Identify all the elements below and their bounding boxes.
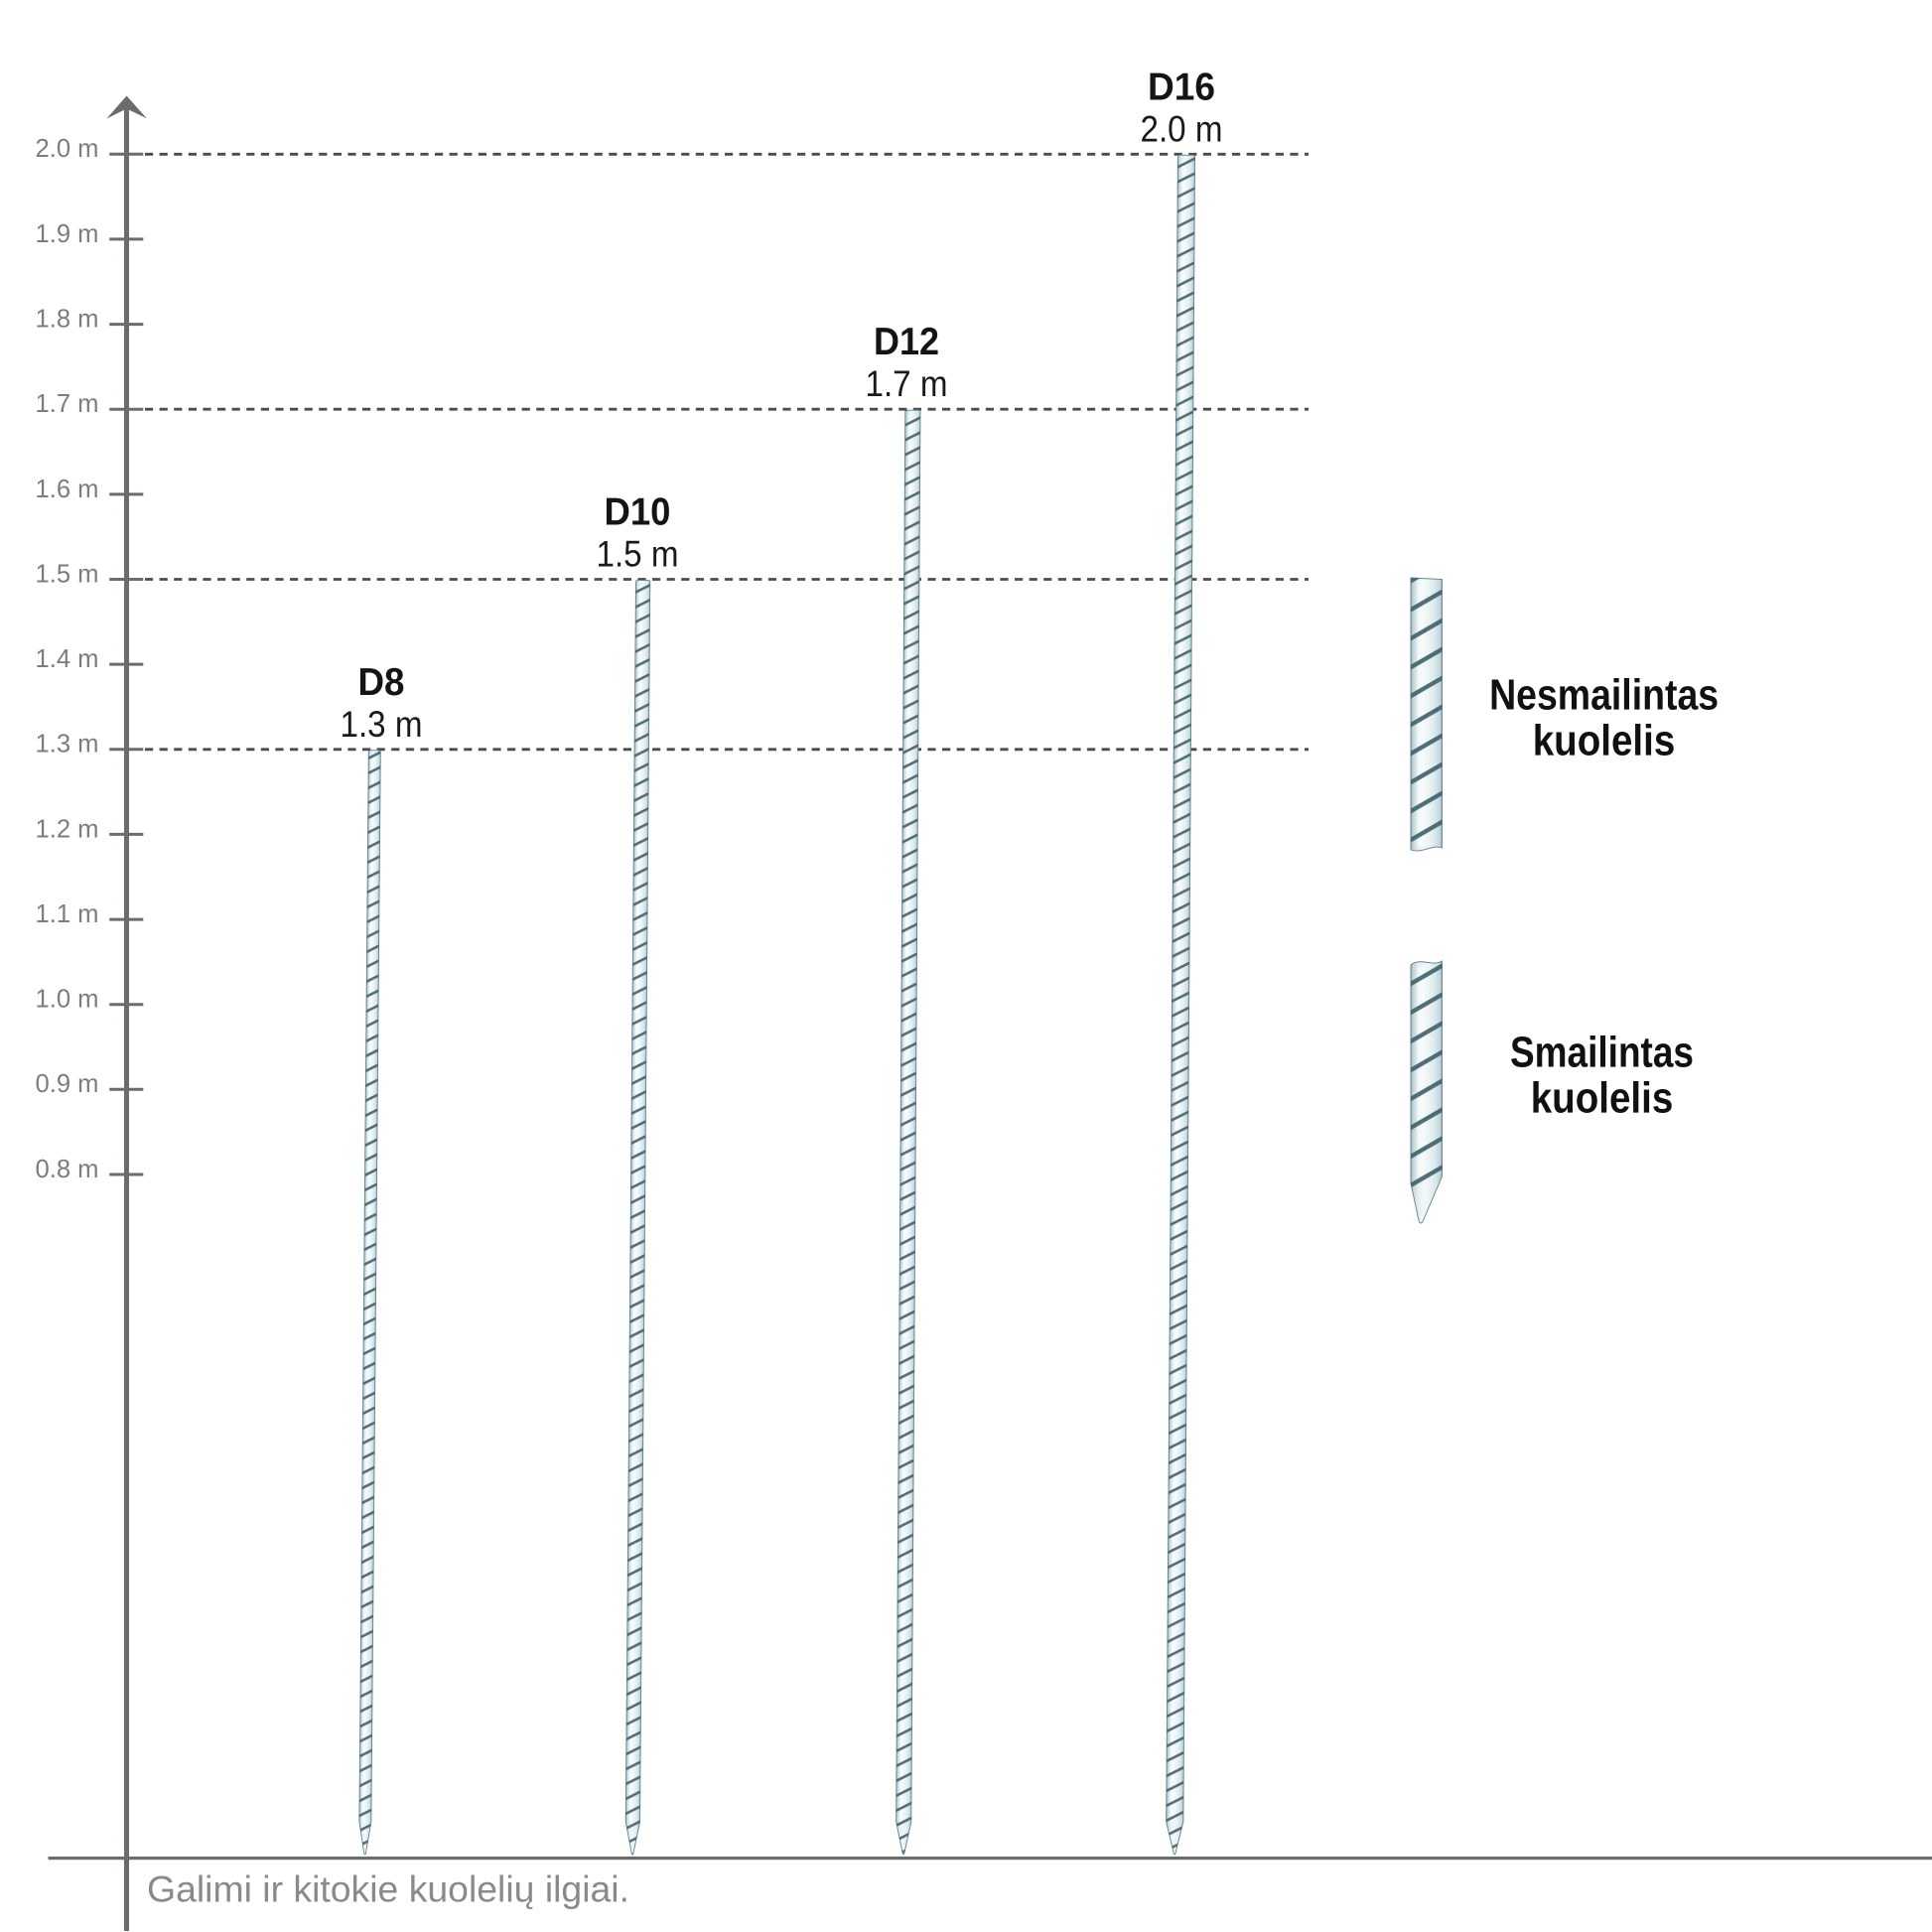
svg-text:kuolelis: kuolelis	[1533, 717, 1676, 765]
svg-text:1.2 m: 1.2 m	[36, 813, 99, 843]
svg-text:1.3 m: 1.3 m	[36, 729, 99, 759]
svg-text:1.3 m: 1.3 m	[341, 703, 423, 745]
svg-text:1.1 m: 1.1 m	[36, 898, 99, 928]
svg-text:Smailintas: Smailintas	[1510, 1028, 1694, 1076]
svg-text:Galimi ir kitokie kuolelių ilg: Galimi ir kitokie kuolelių ilgiai.	[147, 1869, 629, 1910]
svg-text:1.8 m: 1.8 m	[36, 304, 99, 334]
svg-text:1.5 m: 1.5 m	[36, 558, 99, 588]
svg-text:D10: D10	[605, 491, 671, 534]
svg-text:1.0 m: 1.0 m	[36, 984, 99, 1014]
svg-text:1.7 m: 1.7 m	[36, 388, 99, 418]
svg-text:D12: D12	[874, 321, 939, 363]
svg-text:1.4 m: 1.4 m	[36, 643, 99, 673]
svg-text:1.5 m: 1.5 m	[597, 533, 679, 575]
svg-text:1.7 m: 1.7 m	[866, 362, 948, 404]
svg-text:D16: D16	[1148, 66, 1215, 108]
svg-text:Nesmailintas: Nesmailintas	[1489, 671, 1719, 720]
svg-text:kuolelis: kuolelis	[1531, 1073, 1674, 1122]
svg-text:0.8 m: 0.8 m	[36, 1154, 99, 1183]
svg-text:0.9 m: 0.9 m	[36, 1068, 99, 1098]
svg-text:2.0 m: 2.0 m	[1141, 107, 1223, 149]
svg-text:2.0 m: 2.0 m	[36, 133, 99, 163]
svg-text:D8: D8	[358, 661, 405, 704]
svg-text:1.9 m: 1.9 m	[36, 218, 99, 248]
svg-text:1.6 m: 1.6 m	[36, 474, 99, 503]
